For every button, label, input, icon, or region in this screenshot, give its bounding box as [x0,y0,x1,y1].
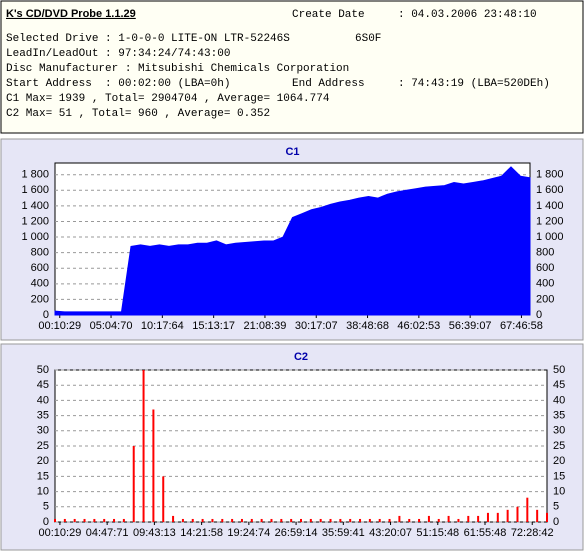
y-tick-label: 15 [37,470,49,482]
y-tick-label: 40 [553,394,565,406]
x-tick-label: 61:55:48 [464,527,507,539]
x-tick-label: 67:46:58 [500,320,543,332]
y-tick-label: 400 [31,278,49,290]
chart-title: C2 [294,351,308,363]
x-tick-label: 05:04:70 [90,320,133,332]
app-title: K's CD/DVD Probe 1.1.29 [6,8,136,20]
info-line: Start Address : 00:02:00 (LBA=0h) [6,78,230,90]
y-tick-label: 10 [553,486,565,498]
x-tick-label: 10:17:64 [141,320,184,332]
y-tick-label: 40 [37,394,49,406]
y-tick-label: 0 [43,516,49,528]
x-tick-label: 15:13:17 [192,320,235,332]
chart-title: C1 [285,146,299,158]
y-tick-label: 0 [553,516,559,528]
y-tick-label: 50 [553,364,565,376]
y-tick-label: 400 [536,278,554,290]
end-address-value: : 74:43:19 (LBA=520DEh) [398,78,550,90]
info-line: LeadIn/LeadOut : 97:34:24/74:43:00 [6,48,230,60]
x-tick-label: 35:59:41 [322,527,365,539]
info-line: Disc Manufacturer : Mitsubishi Chemicals… [6,63,349,75]
x-tick-label: 30:17:07 [295,320,338,332]
x-tick-label: 38:48:68 [346,320,389,332]
area [54,166,531,316]
y-tick-label: 1 400 [536,200,564,212]
y-tick-label: 1 600 [21,184,49,196]
x-tick-label: 14:21:58 [180,527,223,539]
y-tick-label: 200 [536,293,554,305]
end-address-label: End Address [292,78,365,90]
y-tick-label: 1 000 [21,231,49,243]
y-tick-label: 1 200 [536,215,564,227]
y-tick-label: 30 [553,425,565,437]
x-tick-label: 21:08:39 [244,320,287,332]
x-tick-label: 09:43:13 [133,527,176,539]
x-tick-label: 43:20:07 [369,527,412,539]
info-line: Selected Drive : 1-0-0-0 LITE-ON LTR-522… [6,33,290,45]
y-tick-label: 200 [31,293,49,305]
y-tick-label: 5 [43,501,49,513]
x-tick-label: 19:24:74 [227,527,270,539]
info-line: C2 Max= 51 , Total= 960 , Average= 0.352 [6,108,270,120]
y-tick-label: 45 [553,379,565,391]
y-tick-label: 1 000 [536,231,564,243]
y-tick-label: 0 [43,309,49,321]
y-tick-label: 35 [553,410,565,422]
y-tick-label: 10 [37,486,49,498]
y-tick-label: 15 [553,470,565,482]
x-tick-label: 46:02:53 [397,320,440,332]
x-tick-label: 26:59:14 [275,527,318,539]
y-tick-label: 1 600 [536,184,564,196]
y-tick-label: 800 [31,247,49,259]
y-tick-label: 5 [553,501,559,513]
y-tick-label: 0 [536,309,542,321]
y-tick-label: 600 [536,262,554,274]
info-panel [0,0,584,134]
info-line: C1 Max= 1939 , Total= 2904704 , Average=… [6,93,330,105]
create-date-label: Create Date [292,9,365,21]
x-tick-label: 00:10:29 [39,527,82,539]
y-tick-label: 1 200 [21,215,49,227]
y-tick-label: 1 800 [21,169,49,181]
x-tick-label: 04:47:71 [86,527,129,539]
y-tick-label: 25 [553,440,565,452]
y-tick-label: 30 [37,425,49,437]
y-tick-label: 20 [37,455,49,467]
y-tick-label: 20 [553,455,565,467]
y-tick-label: 35 [37,410,49,422]
create-date-value: : 04.03.2006 23:48:10 [398,9,537,21]
y-tick-label: 600 [31,262,49,274]
y-tick-label: 1 400 [21,200,49,212]
y-tick-label: 50 [37,364,49,376]
y-tick-label: 25 [37,440,49,452]
firmware: 6S0F [355,33,381,45]
y-tick-label: 1 800 [536,169,564,181]
x-tick-label: 56:39:07 [449,320,492,332]
x-tick-label: 72:28:42 [511,527,554,539]
x-tick-label: 51:15:48 [416,527,459,539]
y-tick-label: 800 [536,247,554,259]
x-tick-label: 00:10:29 [38,320,81,332]
y-tick-label: 45 [37,379,49,391]
